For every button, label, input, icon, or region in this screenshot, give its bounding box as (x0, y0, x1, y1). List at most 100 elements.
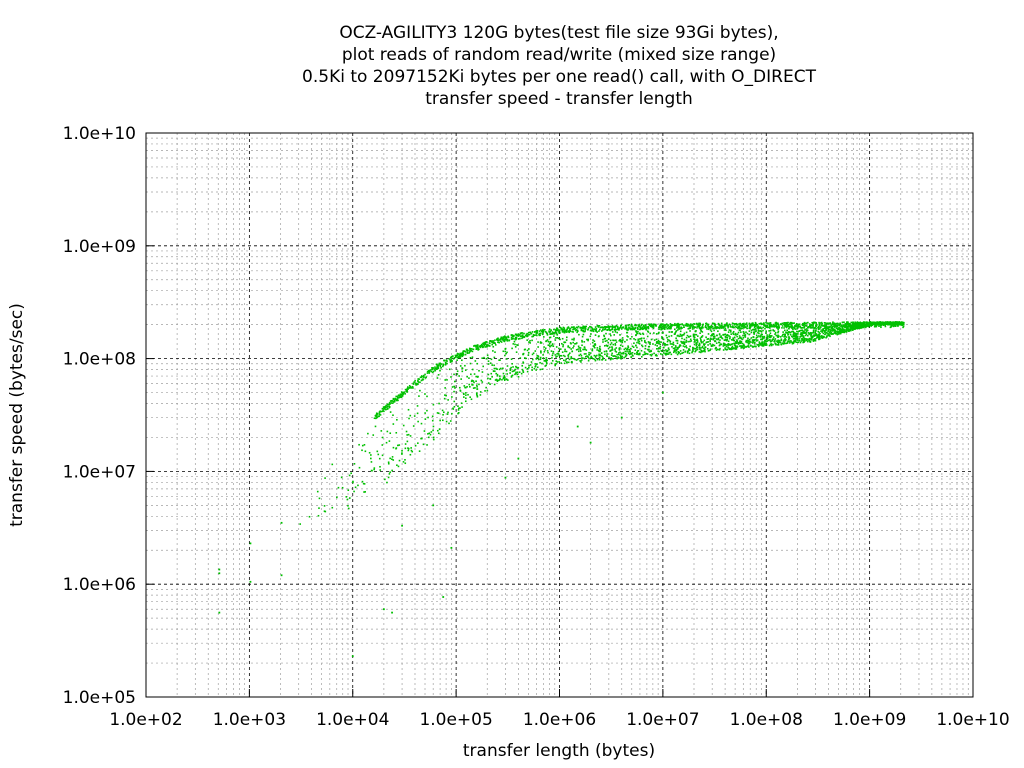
data-point (762, 326, 765, 329)
data-point (832, 323, 834, 325)
data-point (452, 407, 454, 410)
data-point (777, 328, 779, 331)
data-point (797, 326, 799, 329)
data-point (837, 322, 839, 325)
data-point (429, 369, 432, 371)
chart-title-line: plot reads of random read/write (mixed s… (342, 45, 776, 65)
data-point (744, 325, 746, 327)
data-point (581, 339, 583, 342)
data-point (795, 323, 798, 326)
data-point (535, 357, 538, 360)
data-point (522, 371, 525, 374)
data-point (795, 334, 798, 337)
data-point (870, 325, 873, 327)
data-point (848, 328, 851, 331)
data-point (431, 371, 434, 374)
data-point (710, 330, 713, 333)
data-point (722, 327, 725, 329)
data-point (471, 379, 473, 382)
data-point (451, 386, 454, 388)
data-point (581, 344, 583, 347)
data-point (506, 339, 509, 341)
data-point (762, 345, 765, 347)
data-point (620, 357, 622, 360)
data-point (789, 333, 792, 336)
data-point (574, 343, 576, 345)
data-point (830, 328, 833, 330)
data-point (583, 341, 586, 343)
data-point (728, 329, 731, 331)
data-point (476, 395, 479, 397)
data-point (715, 349, 718, 351)
data-point (621, 339, 624, 342)
data-point (739, 337, 741, 339)
data-point (677, 326, 680, 329)
data-point (699, 332, 701, 334)
data-point (885, 321, 887, 323)
data-point (462, 351, 464, 354)
data-point (862, 326, 865, 329)
data-point (822, 336, 825, 339)
data-point (665, 349, 667, 351)
data-point (578, 354, 581, 357)
data-point (675, 346, 677, 349)
data-point (575, 359, 578, 361)
data-point (775, 321, 777, 324)
data-point-outlier (218, 572, 221, 575)
data-point (536, 354, 539, 357)
data-point (481, 346, 484, 349)
data-point (681, 327, 683, 329)
data-point (707, 349, 710, 352)
data-point (596, 349, 598, 351)
data-point (688, 352, 691, 355)
data-point (493, 367, 496, 370)
data-point (561, 331, 564, 333)
data-point (788, 336, 790, 338)
data-point (760, 333, 763, 336)
data-point (530, 361, 533, 363)
data-point (378, 413, 381, 415)
data-point (729, 337, 731, 340)
data-point (620, 339, 622, 342)
data-point (604, 359, 607, 361)
data-point (885, 322, 888, 324)
data-point (692, 325, 694, 327)
data-point (487, 382, 490, 384)
data-point (654, 323, 657, 326)
data-point (810, 333, 813, 336)
data-point (517, 344, 519, 347)
data-point (740, 337, 743, 340)
data-point (615, 356, 617, 358)
data-point (378, 411, 381, 413)
data-point (823, 322, 826, 324)
data-point (712, 327, 714, 330)
data-point (674, 328, 676, 331)
data-point (511, 335, 514, 338)
data-point (804, 334, 807, 337)
data-point (407, 449, 410, 452)
data-point (660, 323, 663, 325)
data-point (683, 338, 686, 341)
data-point (758, 342, 761, 345)
data-point (513, 369, 516, 372)
data-point (627, 345, 629, 347)
data-point (786, 341, 789, 343)
data-point (807, 321, 809, 324)
data-point (828, 322, 830, 325)
data-point (558, 354, 560, 357)
data-point (495, 372, 497, 375)
data-point (677, 323, 680, 326)
data-point (409, 386, 412, 388)
data-point (678, 327, 680, 330)
data-point (450, 376, 452, 378)
data-point (670, 325, 672, 328)
data-point (761, 342, 764, 345)
data-point (594, 334, 597, 336)
data-point (386, 403, 389, 406)
data-point (631, 345, 634, 348)
data-point (405, 390, 408, 393)
data-point (450, 358, 452, 360)
data-point (376, 412, 379, 415)
data-point (623, 348, 626, 351)
